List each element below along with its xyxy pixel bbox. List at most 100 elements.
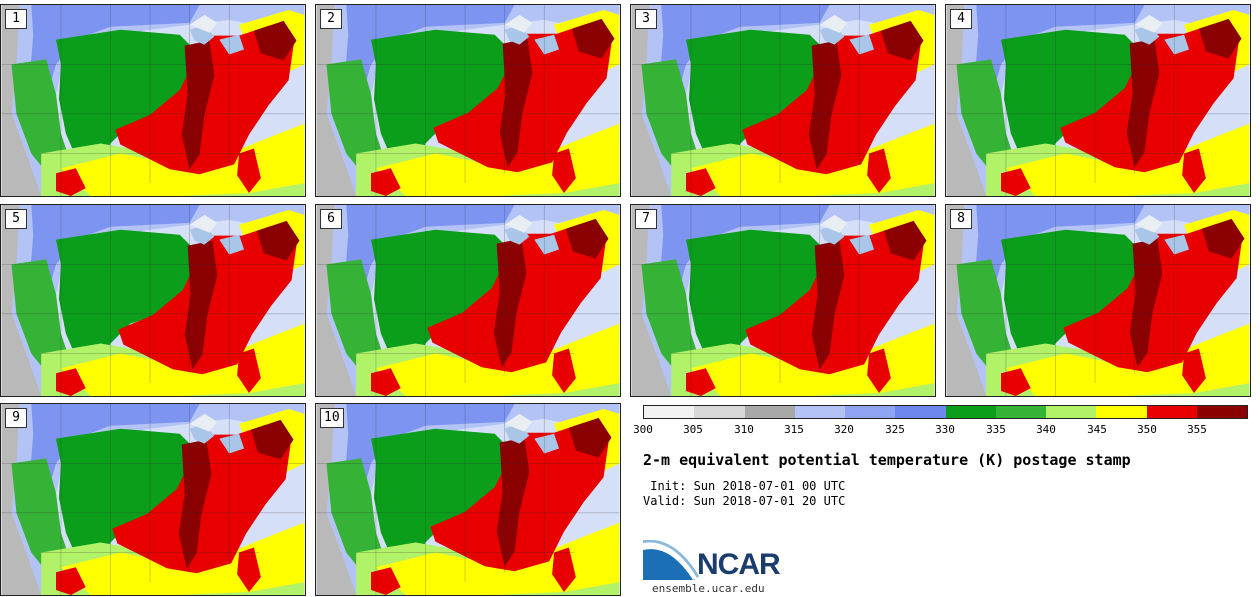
panel-label-1: 1 bbox=[5, 9, 27, 29]
field-region bbox=[552, 348, 576, 394]
field-region bbox=[534, 433, 560, 454]
field-region bbox=[56, 567, 86, 595]
field-region bbox=[534, 34, 560, 55]
field-region bbox=[1201, 218, 1245, 259]
field-region bbox=[659, 5, 830, 134]
field-region bbox=[811, 240, 845, 370]
map-5 bbox=[1, 205, 305, 396]
map-panel-4: 4 bbox=[945, 4, 1251, 197]
field-region bbox=[1001, 229, 1145, 374]
field-region bbox=[344, 205, 515, 334]
panel-label-10: 10 bbox=[320, 408, 344, 428]
field-region bbox=[189, 14, 218, 33]
panel-label-6: 6 bbox=[320, 209, 342, 229]
colorbar-swatch-320 bbox=[845, 406, 896, 418]
map-panel-5: 5 bbox=[0, 204, 306, 397]
state-borders bbox=[1, 5, 305, 196]
field-region bbox=[571, 18, 615, 59]
state-borders bbox=[316, 404, 620, 595]
field-region bbox=[56, 368, 86, 396]
field-region bbox=[808, 40, 842, 170]
field-region bbox=[1134, 14, 1163, 33]
colorbar-swatch-340 bbox=[1046, 406, 1097, 418]
field-region bbox=[56, 229, 200, 374]
colorbar-tick: 335 bbox=[986, 423, 1006, 436]
colorbar-swatch-355 bbox=[1196, 406, 1247, 418]
panel-label-8: 8 bbox=[950, 209, 972, 229]
field-region bbox=[504, 413, 533, 432]
field-region bbox=[219, 433, 245, 454]
map-3 bbox=[631, 5, 935, 196]
map-panel-3: 3 bbox=[630, 4, 936, 197]
map-10 bbox=[316, 404, 620, 595]
colorbar-swatch-305 bbox=[694, 406, 745, 418]
field-region bbox=[11, 458, 71, 578]
field-region bbox=[256, 220, 300, 261]
map-panel-10: 10 bbox=[315, 403, 621, 596]
field-region bbox=[568, 417, 612, 458]
field-region bbox=[237, 148, 261, 194]
field-region bbox=[659, 205, 830, 334]
field-region bbox=[819, 14, 848, 33]
field-region bbox=[326, 259, 386, 379]
map-2 bbox=[316, 5, 620, 196]
colorbar-tick: 300 bbox=[633, 423, 653, 436]
field-region bbox=[1001, 168, 1031, 196]
field-region bbox=[29, 404, 200, 533]
map-panel-1: 1 bbox=[0, 4, 306, 197]
colorbar-swatch-350 bbox=[1146, 406, 1197, 418]
field-region bbox=[181, 40, 215, 170]
colorbar-swatch-335 bbox=[995, 406, 1046, 418]
map-panel-9: 9 bbox=[0, 403, 306, 596]
field-region bbox=[849, 34, 875, 55]
field-region bbox=[219, 234, 245, 255]
colorbar-swatch-325 bbox=[895, 406, 946, 418]
field-region bbox=[371, 29, 515, 174]
map-panel-7: 7 bbox=[630, 204, 936, 397]
field-region bbox=[686, 229, 830, 374]
field-region bbox=[499, 38, 533, 168]
field-region bbox=[1129, 238, 1163, 368]
field-region bbox=[883, 220, 927, 261]
field-region bbox=[819, 214, 848, 233]
map-panel-2: 2 bbox=[315, 4, 621, 197]
panel-label-3: 3 bbox=[635, 9, 657, 29]
state-borders bbox=[316, 5, 620, 196]
state-borders bbox=[1, 404, 305, 595]
map-8 bbox=[946, 205, 1250, 396]
field-region bbox=[344, 5, 515, 134]
colorbar-tick: 330 bbox=[935, 423, 955, 436]
panel-label-7: 7 bbox=[635, 209, 657, 229]
colorbar-swatch-315 bbox=[794, 406, 845, 418]
field-region bbox=[56, 428, 200, 573]
field-region bbox=[974, 5, 1145, 134]
field-region bbox=[184, 240, 218, 370]
state-borders bbox=[946, 205, 1250, 396]
field-region bbox=[189, 214, 218, 233]
field-region bbox=[686, 168, 716, 196]
map-7 bbox=[631, 205, 935, 396]
colorbar-swatch-310 bbox=[744, 406, 795, 418]
state-borders bbox=[316, 205, 620, 396]
colorbar-swatch-300 bbox=[644, 406, 695, 418]
map-panel-6: 6 bbox=[315, 204, 621, 397]
map-9 bbox=[1, 404, 305, 595]
field-region bbox=[565, 218, 609, 259]
colorbar-tick: 320 bbox=[834, 423, 854, 436]
field-region bbox=[326, 458, 386, 578]
field-region bbox=[219, 34, 245, 55]
field-region bbox=[344, 404, 515, 533]
field-region bbox=[867, 348, 891, 394]
field-region bbox=[29, 205, 200, 334]
field-region bbox=[11, 259, 71, 379]
field-region bbox=[237, 547, 261, 593]
figure-title: 2-m equivalent potential temperature (K)… bbox=[643, 451, 1131, 469]
field-region bbox=[641, 259, 701, 379]
panel-label-2: 2 bbox=[320, 9, 342, 29]
field-region bbox=[56, 29, 200, 174]
colorbar-tick: 340 bbox=[1036, 423, 1056, 436]
field-region bbox=[237, 348, 261, 394]
field-region bbox=[1164, 234, 1190, 255]
field-region bbox=[11, 59, 71, 179]
field-region bbox=[686, 368, 716, 396]
